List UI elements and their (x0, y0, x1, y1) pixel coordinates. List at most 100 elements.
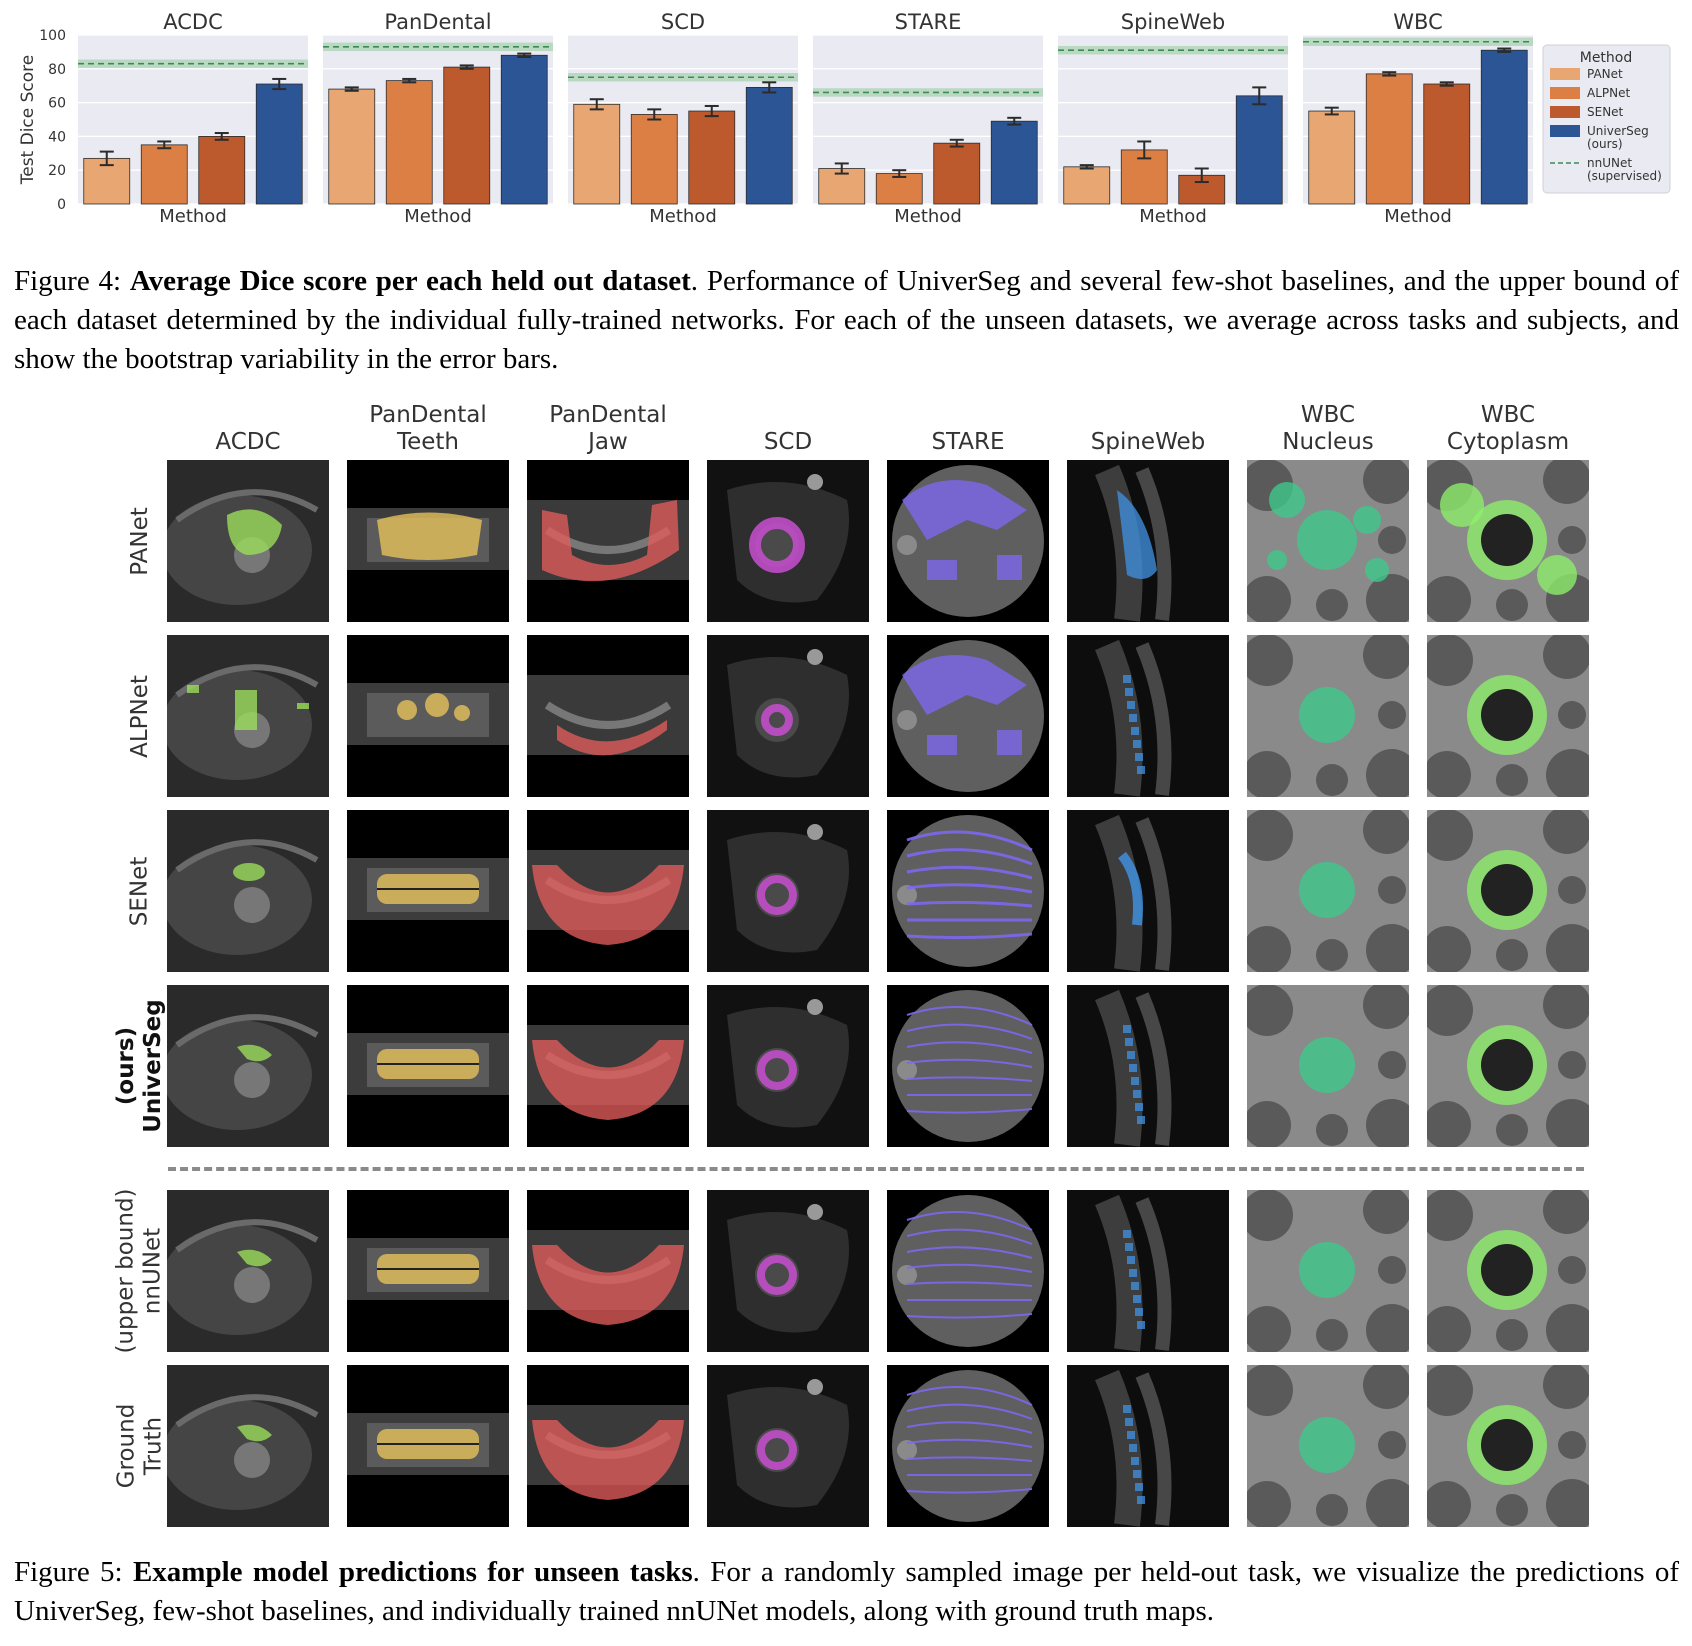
panel-title: SCD (661, 10, 705, 34)
row-label-text: SENet (126, 856, 153, 926)
column-header-spineweb: SpineWeb (1058, 402, 1238, 456)
prediction-tile-stare (887, 635, 1049, 797)
prediction-tile-wbc-cytoplasm (1427, 985, 1589, 1147)
row-label-line: (upper bound) (113, 1188, 140, 1354)
prediction-tile-wbc-cytoplasm (1427, 460, 1589, 622)
row-label-line: nnUNet (140, 1227, 167, 1315)
prediction-tile-wbc-nucleus (1247, 1365, 1409, 1527)
figure5-caption: Figure 5: Example model predictions for … (14, 1553, 1679, 1631)
prediction-tile-acdc (167, 985, 329, 1147)
prediction-tile-scd (707, 1365, 869, 1527)
panel-title: ACDC (163, 10, 223, 34)
row-label-line: Truth (140, 1416, 167, 1476)
prediction-tile-pandental-teeth (347, 810, 509, 972)
row-label-text: (ours) UniverSeg (113, 999, 167, 1133)
prediction-tile-acdc (167, 1365, 329, 1527)
y-tick-label: 40 (48, 129, 66, 145)
column-header-line2: Jaw (588, 429, 628, 455)
prediction-tile-pandental-teeth (347, 1190, 509, 1352)
prediction-tile-acdc (167, 1190, 329, 1352)
figure4-caption-title: Average Dice score per each held out dat… (129, 265, 691, 297)
prediction-tile-stare (887, 985, 1049, 1147)
prediction-tile-spineweb (1067, 1190, 1229, 1352)
y-tick-label: 20 (48, 163, 66, 179)
legend-box (1542, 44, 1671, 194)
row-label-line: SENet (126, 856, 153, 926)
prediction-tile-scd (707, 635, 869, 797)
panel-title: WBC (1393, 10, 1442, 34)
column-header-acdc: ACDC (158, 402, 338, 456)
bar-alpnet (875, 173, 923, 205)
row-label-text: PANet (126, 507, 153, 576)
figure5-caption-prefix: Figure 5: (14, 1556, 133, 1588)
legend-label: SENet (1587, 105, 1624, 119)
prediction-tile-spineweb (1067, 810, 1229, 972)
column-header-line1: WBC (1300, 402, 1356, 428)
column-header-line2: SpineWeb (1090, 429, 1206, 455)
column-header-line2: ACDC (215, 429, 281, 455)
prediction-tile-stare (887, 1190, 1049, 1352)
legend-swatch (1550, 68, 1580, 80)
panel-title: SpineWeb (1121, 10, 1226, 34)
prediction-tile-scd (707, 810, 869, 972)
prediction-tile-spineweb (1067, 985, 1229, 1147)
legend-label: UniverSeg (1587, 124, 1649, 138)
bar-universeg (1480, 49, 1528, 205)
panel-title: STARE (895, 10, 962, 34)
bar-universeg (255, 83, 303, 205)
legend-swatch (1550, 106, 1580, 118)
x-axis-label: Method (404, 206, 472, 227)
x-axis-label: Method (159, 206, 227, 227)
prediction-tile-scd (707, 1190, 869, 1352)
prediction-tile-pandental-teeth (347, 985, 509, 1147)
column-header-line2: SCD (763, 429, 813, 455)
figure5-prediction-grid: ACDC PanDental Teeth PanDental Jaw SCD STARE… (113, 402, 1598, 1527)
prediction-tile-acdc (167, 460, 329, 622)
row-label-text: Ground Truth (113, 1404, 167, 1489)
column-header-line1 (158, 402, 338, 429)
figure5-caption-body: . For a randomly sampled image per held-… (14, 1556, 1679, 1627)
prediction-tile-scd (707, 460, 869, 622)
prediction-tile-pandental-jaw (527, 1190, 689, 1352)
x-axis-label: Method (1139, 206, 1207, 227)
column-header-scd: SCD (698, 402, 878, 456)
legend-label: PANet (1587, 67, 1623, 81)
y-tick-label: 60 (48, 96, 66, 112)
legend-label-sub: (supervised) (1587, 169, 1662, 183)
legend-label: ALPNet (1587, 86, 1630, 100)
column-header-wbc-cytoplasm: WBC Cytoplasm (1418, 402, 1598, 456)
column-header-line2: Nucleus (1282, 429, 1374, 455)
prediction-tile-pandental-jaw (527, 460, 689, 622)
column-header-line1 (878, 402, 1058, 429)
column-header-pandental-jaw: PanDental Jaw (518, 402, 698, 456)
x-axis-label: Method (649, 206, 717, 227)
bar-universeg (990, 120, 1038, 205)
prediction-tile-wbc-nucleus (1247, 1190, 1409, 1352)
panel-title: PanDental (384, 10, 491, 34)
prediction-tile-pandental-teeth (347, 635, 509, 797)
row-label-line: Ground (113, 1403, 140, 1489)
column-header-line1: WBC (1480, 402, 1536, 428)
prediction-tile-acdc (167, 635, 329, 797)
x-axis-label: Method (1384, 206, 1452, 227)
bar-senet (198, 135, 246, 205)
prediction-tile-stare (887, 810, 1049, 972)
figure4-caption-prefix: Figure 4: (14, 265, 130, 297)
bar-panet (328, 88, 376, 205)
legend-title: Method (1580, 50, 1633, 66)
legend-swatch (1550, 87, 1580, 99)
row-label-line: (ours) (113, 1026, 139, 1106)
column-header-line1 (698, 402, 878, 429)
bar-universeg (1235, 95, 1283, 205)
prediction-tile-stare (887, 460, 1049, 622)
column-header-stare: STARE (878, 402, 1058, 456)
bar-panet (1308, 110, 1356, 205)
column-header-line2: Cytoplasm (1446, 429, 1570, 455)
y-tick-label: 100 (39, 28, 66, 44)
bar-alpnet (140, 144, 188, 205)
y-axis-label: Test Dice Score (18, 55, 38, 186)
row-label-line: PANet (126, 506, 153, 576)
prediction-tile-wbc-nucleus (1247, 810, 1409, 972)
prediction-tile-wbc-nucleus (1247, 460, 1409, 622)
prediction-tile-wbc-cytoplasm (1427, 810, 1589, 972)
